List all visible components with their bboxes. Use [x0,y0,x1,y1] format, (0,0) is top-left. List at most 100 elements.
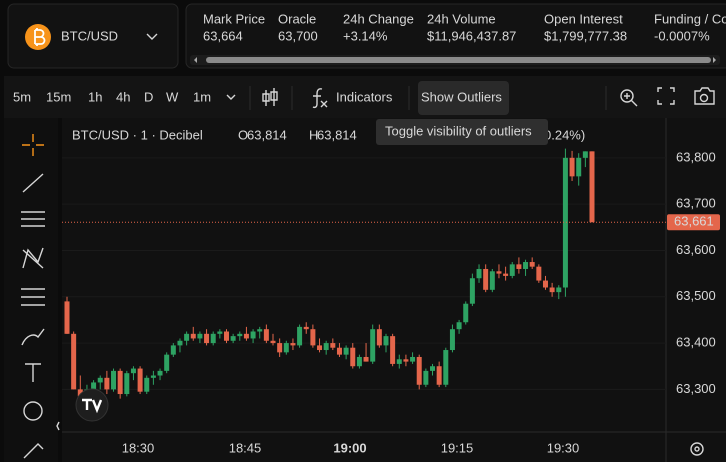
interval-button[interactable]: W [166,89,179,104]
candle-body [184,333,190,341]
interval-button[interactable]: 1m [193,89,211,104]
candle-body [297,326,303,346]
drawing-tools [4,118,58,462]
stat-label: Oracle [278,11,316,26]
stat-value: 63,664 [203,28,243,43]
interval-button[interactable]: 1h [88,89,102,104]
candle-body [376,329,382,346]
candle-body [237,333,243,337]
interval-button[interactable]: D [144,89,153,104]
candle-body [436,366,442,385]
candle-body [250,331,256,339]
price-tick-label: 63,700 [676,196,716,211]
interval-button[interactable]: 15m [46,89,71,104]
candle-body [243,333,249,339]
candle-body [91,382,97,390]
scroll-thumb[interactable] [206,57,711,63]
emoji-tool[interactable] [23,401,43,421]
tv-logo[interactable] [75,388,109,422]
line-tool[interactable] [22,173,44,193]
crosshair-tool[interactable] [22,134,44,156]
time-tick-label: 19:00 [333,440,366,455]
indicators-button[interactable]: Indicators [336,89,393,104]
ohlc-label: O [238,127,248,142]
text-tool[interactable] [25,363,41,382]
stat-value: $1,799,777.38 [544,28,627,43]
outliers-button[interactable]: Show Outliers [421,89,502,104]
candle-body [157,370,163,376]
pair-selector[interactable] [7,3,179,69]
symbol-legend: BTC/USD · 1 · Decibel [72,127,203,142]
screenshot-icon[interactable] [694,87,715,105]
interval-button[interactable]: 5m [13,89,31,104]
candle-body [542,280,548,288]
candle-body [363,356,369,362]
interval-button[interactable]: 4h [116,89,130,104]
search-icon[interactable] [620,89,638,107]
candle-body [569,157,575,177]
outliers-button-bg[interactable] [418,81,509,115]
pattern-tool[interactable] [22,247,44,269]
candle-body [536,266,542,281]
candle-body [410,356,416,362]
candle-body [111,370,117,390]
stats-panel [185,3,726,69]
candle-body [170,345,176,355]
stat-label: 24h Change [343,11,414,26]
candle-body [204,333,210,344]
tv-glyph [82,398,103,414]
candle-body [137,368,143,392]
candle-body [336,347,342,355]
fullscreen-icon[interactable] [657,87,675,105]
candle-body [310,329,316,346]
candle-body [97,377,103,383]
stat-value: $11,946,437.87 [427,28,516,43]
candle-body [489,271,495,290]
interval-chevron[interactable] [226,94,236,100]
plot: 63,300 63,400 63,500 63,600 63,700 63,800 18:3… [62,148,720,455]
candle-body [144,377,150,392]
projection-tool[interactable] [21,288,45,306]
brush-tool[interactable] [21,328,45,346]
time-tick-label: 19:15 [441,440,474,455]
candle-body [390,336,396,364]
candle-body [463,303,469,323]
candle-body [290,343,296,346]
candle-body [396,359,402,364]
candle-body [383,336,389,346]
candle-body [576,157,582,177]
candle-body [476,268,482,279]
candle-body [217,331,223,334]
ohlc-value: 63,814 [317,127,357,142]
settings-icon[interactable] [690,442,704,456]
tool-icons [21,134,45,459]
candle-body [164,354,170,371]
candle-body [64,301,70,334]
candle-body [283,343,289,353]
price-tick-label: 63,500 [676,288,716,303]
collapse-button[interactable] [56,421,60,431]
fib-tool[interactable] [21,211,45,227]
chart-pane [62,118,726,462]
candle-body [370,329,376,362]
candle-body [503,273,509,276]
candle-body [549,287,555,293]
stat-value: -0.0007% [654,28,710,43]
candle-body [124,373,130,395]
candle-body [496,271,502,274]
candle-body [350,347,356,367]
candle-body [263,329,269,341]
candle-body [150,375,156,378]
candle-body [190,333,196,339]
candle-body [469,278,475,304]
chart-type-button[interactable] [262,88,278,106]
candle-body [197,333,203,339]
ohlc-label: H [309,127,318,142]
stat-value: +3.14% [343,28,388,43]
ruler-tool[interactable] [23,443,44,459]
candle-body [516,264,522,269]
candle-body [443,350,449,385]
price-tick-label: 63,300 [676,381,716,396]
candle-body [556,287,562,293]
